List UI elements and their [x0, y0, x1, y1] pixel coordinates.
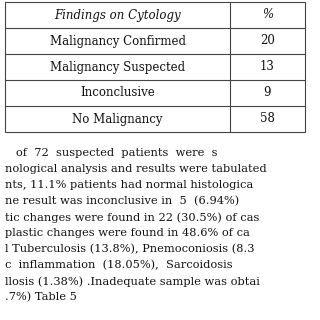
Text: 20: 20: [260, 35, 275, 47]
Text: 9: 9: [264, 86, 271, 100]
Text: ne result was inconclusive in  5  (6.94%): ne result was inconclusive in 5 (6.94%): [5, 196, 239, 206]
Text: tic changes were found in 22 (30.5%) of cas: tic changes were found in 22 (30.5%) of …: [5, 212, 260, 223]
Text: nological analysis and results were tabulated: nological analysis and results were tabu…: [5, 164, 267, 174]
Text: Malignancy Confirmed: Malignancy Confirmed: [50, 35, 186, 47]
Text: %: %: [262, 9, 273, 21]
Text: Inconclusive: Inconclusive: [80, 86, 155, 100]
Text: nts, 11.1% patients had normal histologica: nts, 11.1% patients had normal histologi…: [5, 180, 253, 190]
Text: llosis (1.38%) .Inadequate sample was obtai: llosis (1.38%) .Inadequate sample was ob…: [5, 276, 260, 287]
Text: c  inflammation  (18.05%),  Sarcoidosis: c inflammation (18.05%), Sarcoidosis: [5, 260, 240, 270]
Text: plastic changes were found in 48.6% of ca: plastic changes were found in 48.6% of c…: [5, 228, 250, 238]
Text: l Tuberculosis (13.8%), Pnemoconiosis (8.3: l Tuberculosis (13.8%), Pnemoconiosis (8…: [5, 244, 254, 254]
Text: 58: 58: [260, 113, 275, 125]
Text: .7%) Table 5: .7%) Table 5: [5, 292, 77, 302]
Text: Findings on Cytology: Findings on Cytology: [54, 9, 181, 21]
Text: Malignancy Suspected: Malignancy Suspected: [50, 60, 185, 74]
Text: 13: 13: [260, 60, 275, 74]
Text: of  72  suspected  patients  were  s: of 72 suspected patients were s: [5, 148, 218, 158]
Text: No Malignancy: No Malignancy: [72, 113, 163, 125]
